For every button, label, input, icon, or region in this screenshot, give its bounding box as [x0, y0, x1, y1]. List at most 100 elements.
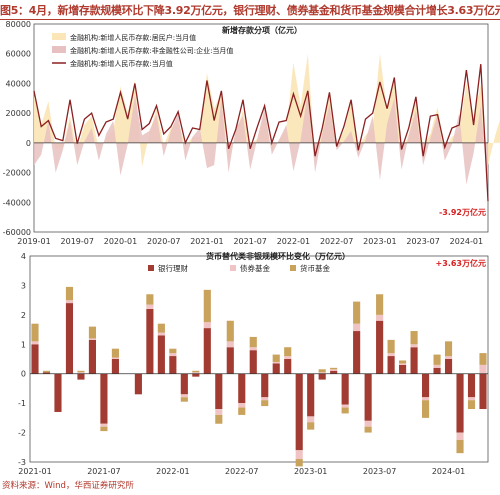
bond-fund-bar — [353, 323, 361, 332]
money-fund-bar — [410, 331, 418, 345]
money-fund-bar — [318, 369, 326, 373]
bond-fund-bar — [111, 357, 119, 359]
y-tick-label: 40000 — [6, 79, 31, 88]
total-deposit-line — [33, 64, 489, 202]
bond-fund-bar — [169, 353, 177, 357]
wealth-bar — [272, 363, 280, 374]
y-tick-label: 0 — [21, 370, 26, 379]
wealth-bar — [376, 320, 384, 374]
wealth-bar — [77, 373, 85, 380]
wealth-bar — [203, 328, 211, 374]
wealth-bar — [215, 373, 223, 410]
money-fund-bar — [353, 301, 361, 324]
wealth-bar — [353, 331, 361, 374]
money-fund-bar — [330, 367, 338, 370]
x-tick-label: 2020-01 — [104, 237, 137, 246]
wealth-bar — [42, 372, 51, 374]
money-fund-bar — [376, 294, 384, 315]
y-tick-label: 20000 — [6, 109, 31, 118]
wealth-bar — [307, 373, 315, 417]
bond-fund-bar — [284, 356, 292, 359]
bond-fund-bar — [399, 363, 407, 365]
money-fund-bar — [77, 370, 85, 373]
x-tick-label: 2022-01 — [277, 237, 310, 246]
bond-fund-bar — [376, 314, 384, 321]
wealth-bar — [157, 335, 165, 374]
wealth-bar — [65, 303, 74, 374]
bond-fund-bar — [180, 394, 188, 398]
wealth-bar — [330, 370, 338, 374]
bond-fund-bar — [203, 322, 211, 329]
money-fund-bar — [42, 370, 51, 373]
money-fund-bar — [111, 348, 119, 358]
chart-title: 新增存款分项（亿元） — [222, 25, 302, 35]
x-tick-label: 2024-01 — [450, 237, 483, 246]
wealth-bar — [31, 344, 39, 374]
money-fund-bar — [364, 426, 372, 433]
bond-fund-bar — [100, 423, 108, 427]
bond-fund-bar — [146, 304, 154, 309]
y-tick-label: -60000 — [3, 228, 31, 237]
wealth-bar — [88, 339, 96, 374]
money-fund-bar — [433, 354, 441, 365]
bond-fund-bar — [226, 341, 234, 348]
bond-fund-bar — [330, 369, 338, 371]
wealth-bar — [134, 373, 142, 395]
wealth-bar — [146, 308, 154, 374]
bond-fund-bar — [192, 372, 200, 374]
wealth-bar — [467, 373, 476, 398]
y-tick-label: 1 — [21, 340, 26, 349]
money-fund-bar — [146, 294, 154, 305]
figure-title: 图5：4月，新增存款规模环比下降3.92万亿元，银行理财、债券基金和货币基金规模… — [0, 4, 500, 17]
money-fund-bar — [341, 407, 349, 414]
money-fund-bar — [479, 353, 487, 365]
y-tick-label: 3 — [21, 281, 26, 290]
bond-fund-bar — [433, 364, 441, 368]
x-tick-label: 2023-01 — [294, 467, 327, 476]
money-fund-bar — [65, 286, 74, 301]
source-note: 资料来源：Wind，华西证券研究所 — [2, 481, 134, 491]
wealth-bar — [410, 347, 418, 374]
money-fund-bar — [272, 354, 280, 362]
y-tick-label: -1 — [18, 399, 26, 408]
x-tick-label: 2022-07 — [225, 467, 258, 476]
legend-label: 金融机构:新增人民币存款:当月值 — [70, 59, 173, 68]
y-tick-label: 2 — [21, 311, 26, 320]
money-fund-bar — [456, 439, 464, 454]
money-fund-bar — [249, 336, 257, 348]
legend-swatch — [290, 265, 296, 271]
plot-frame — [29, 255, 489, 463]
wealth-bar — [249, 350, 257, 374]
money-fund-bar — [387, 339, 395, 354]
wealth-bar — [479, 373, 487, 410]
bond-fund-bar — [157, 332, 165, 336]
nonbank-area — [34, 90, 488, 188]
bond-fund-bar — [238, 403, 246, 408]
bond-fund-bar — [215, 409, 223, 415]
bond-fund-bar — [444, 356, 453, 359]
annotation-label: -3.92万亿元 — [439, 207, 486, 217]
x-tick-label: 2021-07 — [233, 237, 266, 246]
wealth-bar — [444, 359, 453, 374]
bond-fund-bar — [364, 420, 372, 427]
wealth-bar — [180, 373, 188, 395]
bond-fund-bar — [261, 397, 269, 401]
money-fund-bar — [307, 422, 315, 430]
wealth-bar — [284, 359, 292, 374]
wealth-bar — [433, 367, 441, 374]
title-divider — [0, 19, 500, 20]
bond-fund-bar — [249, 347, 257, 351]
bond-fund-bar — [479, 364, 487, 374]
money-fund-bar — [215, 414, 223, 424]
bond-fund-bar — [318, 372, 326, 374]
bond-fund-bar — [88, 338, 96, 340]
money-fund-bar — [238, 407, 246, 415]
x-tick-label: 2024-01 — [432, 467, 465, 476]
money-fund-bar — [399, 360, 407, 364]
money-fund-bar — [203, 289, 211, 323]
wealth-bar — [238, 373, 246, 404]
money-fund-bar — [422, 400, 430, 418]
nonbank-chart: -3 -2 -1 0 1 2 3 4 2021-01 2021-07 2022-01 2022-07 2… — [18, 251, 489, 476]
legend-label: 债券基金 — [240, 263, 270, 273]
wealth-bar — [364, 373, 372, 421]
